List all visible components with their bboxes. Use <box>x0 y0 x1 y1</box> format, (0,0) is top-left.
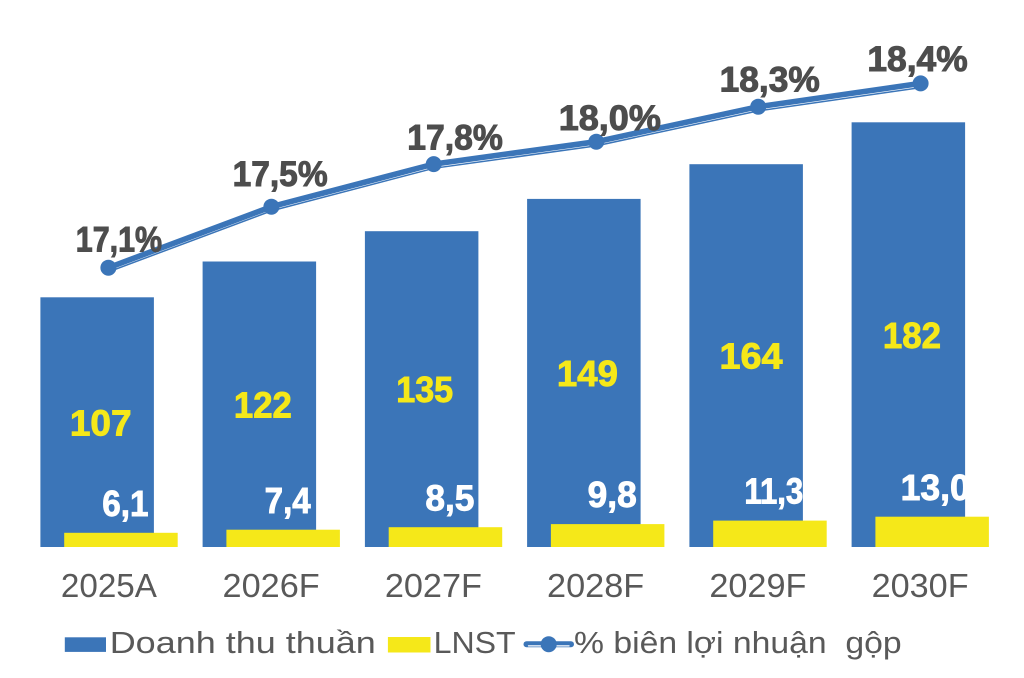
svg-text:LNST: LNST <box>434 625 516 660</box>
svg-text:9,8: 9,8 <box>588 474 637 516</box>
svg-text:2025A: 2025A <box>61 568 158 605</box>
svg-text:18,3%: 18,3% <box>720 59 820 99</box>
svg-text:18,4%: 18,4% <box>867 39 967 79</box>
svg-text:11,3: 11,3 <box>744 471 803 512</box>
svg-text:2026F: 2026F <box>223 568 320 604</box>
svg-text:2027F: 2027F <box>385 568 482 604</box>
svg-text:2028F: 2028F <box>547 568 644 604</box>
svg-text:2029F: 2029F <box>709 568 806 604</box>
svg-text:13,0: 13,0 <box>901 466 970 508</box>
svg-text:18,0%: 18,0% <box>559 98 661 138</box>
svg-text:17,1%: 17,1% <box>76 220 162 260</box>
svg-text:2030F: 2030F <box>872 568 969 604</box>
svg-text:8,5: 8,5 <box>425 477 474 519</box>
svg-text:182: 182 <box>883 315 941 356</box>
svg-text:Doanh thu thuần: Doanh thu thuần <box>110 626 376 660</box>
svg-text:122: 122 <box>234 386 292 426</box>
svg-text:6,1: 6,1 <box>102 483 148 524</box>
svg-text:135: 135 <box>396 370 453 410</box>
svg-text:% biên lợi nhuận gộp: % biên lợi nhuận gộp <box>574 625 902 659</box>
svg-text:17,5%: 17,5% <box>233 155 328 194</box>
svg-text:107: 107 <box>70 403 132 443</box>
svg-text:7,4: 7,4 <box>265 480 312 521</box>
svg-text:17,8%: 17,8% <box>407 119 503 158</box>
svg-text:164: 164 <box>719 336 783 376</box>
svg-text:149: 149 <box>557 353 618 394</box>
